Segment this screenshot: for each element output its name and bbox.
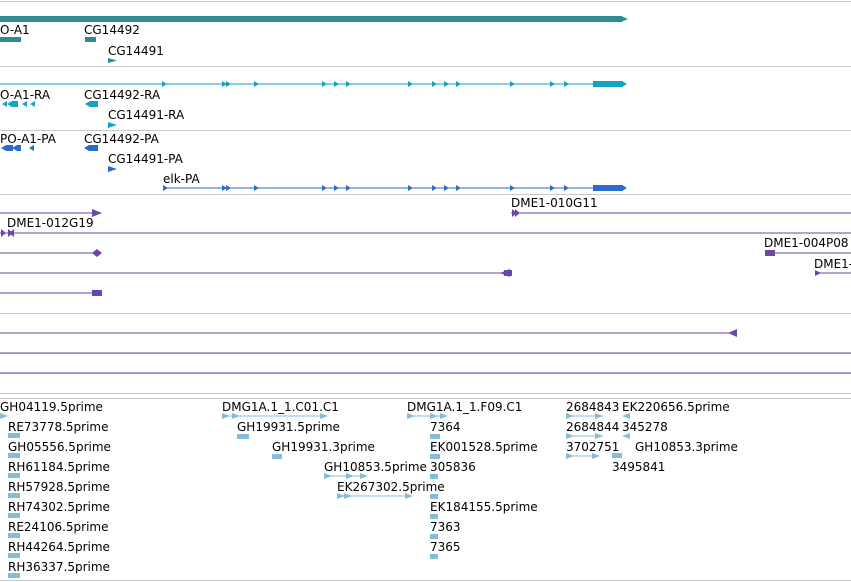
cds-po-a1-exons[interactable] <box>1 145 34 151</box>
track-separator <box>0 398 851 399</box>
track-separator <box>0 66 851 67</box>
mrna-elk-exons <box>162 81 569 87</box>
primer-label[interactable]: DME1-010G11 <box>511 196 598 210</box>
est-label[interactable]: 3495841 <box>612 460 666 474</box>
gene-label[interactable]: CG14492 <box>84 23 140 37</box>
mrna-elk-end <box>622 81 627 87</box>
est-label[interactable]: 2684843 <box>566 400 620 414</box>
gene-elk-arrow <box>621 16 628 22</box>
cds-cg14491-arrow[interactable] <box>108 166 117 172</box>
gene-cg14492-arrow[interactable] <box>85 37 96 42</box>
mrna-label[interactable]: O-A1-RA <box>0 88 51 102</box>
track-separator <box>0 194 851 195</box>
est-label[interactable]: 3702751 <box>566 440 620 454</box>
est-label[interactable]: EK267302.5prime <box>337 480 445 494</box>
est-label[interactable]: EK001528.5prime <box>430 440 538 454</box>
cds-track <box>1 145 627 191</box>
cds-label[interactable]: CG14492-PA <box>84 132 159 146</box>
est-label[interactable]: RE73778.5prime <box>8 420 109 434</box>
mrna-elk-utr <box>593 81 623 87</box>
est-label[interactable]: GH10853.3prime <box>635 440 738 454</box>
gene-track <box>0 16 628 63</box>
est-label[interactable]: GH19931.5prime <box>237 420 340 434</box>
cds-elk-exons <box>163 185 627 191</box>
primer-track <box>0 209 851 374</box>
mrna-cg14492-exons[interactable] <box>85 101 98 107</box>
primer-label[interactable]: DME1-012G19 <box>7 216 94 230</box>
mrna-track <box>0 81 627 128</box>
est-label[interactable]: GH10853.5prime <box>324 460 427 474</box>
track-separator <box>0 1 851 2</box>
mrna-label[interactable]: CG14492-RA <box>84 88 161 102</box>
est-label[interactable]: GH19931.3prime <box>272 440 375 454</box>
cds-label[interactable]: CG14491-PA <box>108 152 183 166</box>
est-label[interactable]: 7365 <box>430 540 461 554</box>
est-label[interactable]: RH57928.5prime <box>8 480 110 494</box>
est-label[interactable]: RE24106.5prime <box>8 520 109 534</box>
track-separator <box>0 313 851 314</box>
est-label[interactable]: RH44264.5prime <box>8 540 110 554</box>
gene-label[interactable]: CG14491 <box>108 44 164 58</box>
cds-label[interactable]: PO-A1-PA <box>0 132 56 146</box>
est-label[interactable]: GH05556.5prime <box>8 440 111 454</box>
est-track <box>0 413 630 578</box>
est-label[interactable]: DMG1A.1_1.C01.C1 <box>222 400 339 414</box>
gene-o-a1-bar[interactable] <box>0 37 21 42</box>
est-label[interactable]: RH74302.5prime <box>8 500 110 514</box>
gene-cg14491-arrow[interactable] <box>108 58 117 63</box>
track-separator <box>0 580 851 581</box>
primer-end-marker[interactable] <box>92 209 102 217</box>
mrna-o-a1-exons[interactable] <box>2 101 35 107</box>
gene-elk-bar[interactable] <box>0 16 622 22</box>
gene-label[interactable]: O-A1 <box>0 23 30 37</box>
est-label[interactable]: 2684844 <box>566 420 620 434</box>
cds-cg14492-exons[interactable] <box>84 145 98 151</box>
primer-label[interactable]: DME1-004P08 <box>764 236 849 250</box>
track-separator <box>0 130 851 131</box>
track-separator <box>0 393 851 394</box>
est-label[interactable]: DMG1A.1_1.F09.C1 <box>407 400 523 414</box>
mrna-cg14491-arrow[interactable] <box>108 122 117 128</box>
est-label[interactable]: EK220656.5prime <box>622 400 730 414</box>
est-label[interactable]: 7363 <box>430 520 461 534</box>
primer-label[interactable]: DME1- <box>814 257 851 271</box>
est-label[interactable]: 7364 <box>430 420 461 434</box>
est-label[interactable]: 345278 <box>622 420 668 434</box>
est-label[interactable]: 305836 <box>430 460 476 474</box>
est-label[interactable]: RH61184.5prime <box>8 460 110 474</box>
mrna-label[interactable]: CG14491-RA <box>108 108 185 122</box>
est-label[interactable]: EK184155.5prime <box>430 500 538 514</box>
cds-label[interactable]: elk-PA <box>163 172 200 186</box>
est-label[interactable]: GH04119.5prime <box>0 400 103 414</box>
est-label[interactable]: RH36337.5prime <box>8 560 110 574</box>
